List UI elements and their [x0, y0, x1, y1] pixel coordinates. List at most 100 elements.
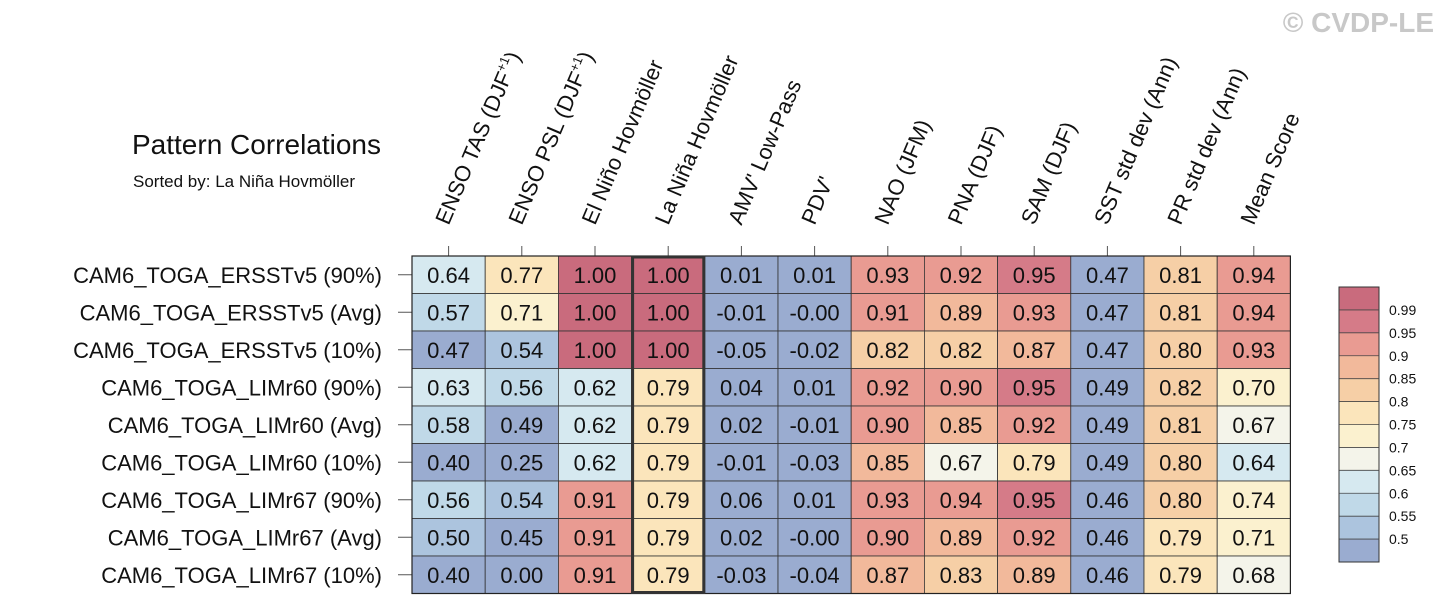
legend-label: 0.6 [1389, 485, 1409, 501]
cell-value: 1.00 [574, 263, 617, 288]
cell-value: 0.79 [1159, 525, 1202, 550]
legend-label: 0.5 [1389, 531, 1409, 547]
cell-value: 1.00 [647, 338, 690, 363]
cell-value: 1.00 [647, 300, 690, 325]
legend-swatch [1339, 470, 1379, 494]
cell-value: 0.95 [1013, 488, 1056, 513]
legend-swatch [1339, 447, 1379, 471]
heatmap-cell [1216, 443, 1291, 482]
cell-value: 0.92 [866, 375, 909, 400]
row-labels: CAM6_TOGA_ERSSTv5 (90%) CAM6_TOGA_ERSSTv5… [73, 263, 412, 588]
cell-value: 0.71 [500, 300, 543, 325]
heatmap-cell [558, 330, 633, 369]
cell-value: -0.03 [716, 563, 766, 588]
heatmap-cell [1143, 518, 1218, 557]
heatmap-cell [777, 368, 852, 407]
heatmap-cell [484, 555, 559, 594]
legend-label: 0.65 [1389, 462, 1416, 478]
cell-value: 0.63 [427, 375, 470, 400]
column-label: PDV' [796, 173, 838, 228]
cell-value: 0.46 [1086, 488, 1129, 513]
cell-value: 0.62 [574, 450, 617, 475]
row-label: CAM6_TOGA_LIMr67 (10%) [101, 563, 382, 588]
cell-value: 0.81 [1159, 413, 1202, 438]
chart-subtitle: Sorted by: La Niña Hovmöller [133, 172, 355, 191]
cell-value: 0.49 [1086, 413, 1129, 438]
row-label: CAM6_TOGA_LIMr67 (90%) [101, 488, 382, 513]
heatmap-cell [997, 405, 1072, 444]
cell-value: 0.64 [427, 263, 470, 288]
legend-label: 0.95 [1389, 325, 1416, 341]
heatmap-cell [850, 293, 925, 332]
cell-value: 0.91 [574, 488, 617, 513]
legend-swatch [1339, 309, 1379, 333]
heatmap-cell [558, 255, 633, 294]
cell-value: 0.80 [1159, 338, 1202, 363]
heatmap-cell [1143, 555, 1218, 594]
heatmap-cell [850, 255, 925, 294]
cell-value: 0.81 [1159, 300, 1202, 325]
column-label: PNA (DJF) [943, 121, 1007, 228]
cell-value: 0.56 [500, 375, 543, 400]
column-labels: ENSO TAS (DJF+1)ENSO PSL (DJF+1)El Niño … [430, 48, 1305, 256]
row-label: CAM6_TOGA_LIMr60 (Avg) [108, 413, 382, 438]
cell-value: 0.79 [647, 375, 690, 400]
cell-value: 1.00 [574, 300, 617, 325]
heatmap-cell [411, 443, 486, 482]
cell-value: 0.54 [500, 338, 543, 363]
column-label: PR std dev (Ann) [1162, 64, 1250, 228]
cell-value: 0.91 [574, 525, 617, 550]
row-label: CAM6_TOGA_LIMr60 (10%) [101, 450, 382, 475]
heatmap-cell [484, 330, 559, 369]
heatmap-cell [850, 405, 925, 444]
cell-value: 0.25 [500, 450, 543, 475]
heatmap-cell [1070, 480, 1145, 519]
cell-value: -0.01 [790, 413, 840, 438]
heatmap-cell [777, 518, 852, 557]
legend-swatch [1339, 516, 1379, 540]
cell-value: 0.02 [720, 525, 763, 550]
cell-value: 0.01 [793, 488, 836, 513]
row-label: CAM6_TOGA_LIMr60 (90%) [101, 375, 382, 400]
heatmap-cell [631, 368, 706, 407]
heatmap-cell [924, 293, 999, 332]
cell-value: 0.92 [1013, 413, 1056, 438]
cell-value: 0.89 [940, 300, 983, 325]
cell-value: 0.01 [793, 375, 836, 400]
heatmap-cell [997, 443, 1072, 482]
cell-value: 0.47 [1086, 300, 1129, 325]
cell-value: 0.93 [1232, 338, 1275, 363]
cell-value: 0.46 [1086, 525, 1129, 550]
cell-value: -0.00 [790, 525, 840, 550]
cell-value: 0.04 [720, 375, 763, 400]
cell-value: -0.01 [716, 300, 766, 325]
cell-value: 0.89 [940, 525, 983, 550]
heatmap-cells: 0.64 0.77 1.00 1.00 0.01 0.01 0.93 0.92 0.95 0.47… [411, 255, 1292, 595]
cell-value: 0.95 [1013, 375, 1056, 400]
cell-value: 0.02 [720, 413, 763, 438]
heatmap-cell [631, 405, 706, 444]
cell-value: 0.47 [1086, 338, 1129, 363]
cell-value: 0.79 [647, 563, 690, 588]
cell-value: 0.81 [1159, 263, 1202, 288]
legend-label: 0.9 [1389, 348, 1409, 364]
cell-value: 0.82 [866, 338, 909, 363]
legend-swatch [1339, 378, 1379, 402]
cell-value: 0.79 [647, 525, 690, 550]
column-label: AMV' Low-Pass [723, 76, 806, 228]
heatmap-cell [997, 518, 1072, 557]
heatmap-cell [850, 518, 925, 557]
heatmap-cell [924, 255, 999, 294]
cell-value: 0.62 [574, 413, 617, 438]
cell-value: 0.46 [1086, 563, 1129, 588]
cell-value: 0.67 [940, 450, 983, 475]
cell-value: 0.67 [1232, 413, 1275, 438]
heatmap-cell [631, 518, 706, 557]
cell-value: 0.85 [866, 450, 909, 475]
heatmap-cell [1070, 555, 1145, 594]
cell-value: 0.49 [1086, 450, 1129, 475]
highlight-column-box [631, 255, 706, 594]
heatmap-cell [997, 555, 1072, 594]
cell-value: 0.54 [500, 488, 543, 513]
legend-label: 0.99 [1389, 302, 1416, 318]
